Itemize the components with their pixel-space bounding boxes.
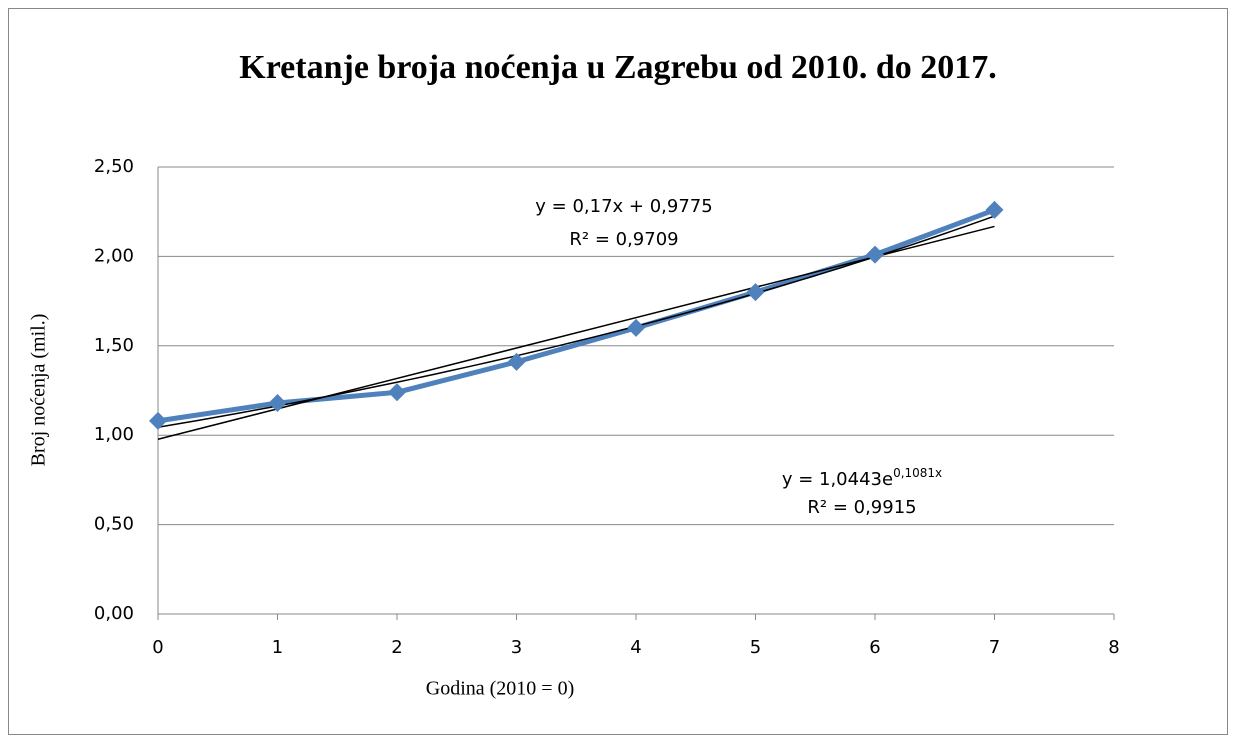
data-point <box>985 200 1004 219</box>
trendline-equation: y = 1,0443e0,1081x <box>782 466 942 491</box>
trendline <box>157 215 995 429</box>
y-axis-label: Broj noćenja (mil.) <box>28 314 50 467</box>
x-tick-label: 3 <box>511 637 522 658</box>
data-point <box>866 245 884 264</box>
x-tick-label: 1 <box>272 637 283 658</box>
data-point <box>746 283 765 302</box>
x-tick-label: 4 <box>630 637 641 658</box>
data-point <box>149 411 167 430</box>
y-tick-label: 1,50 <box>94 335 134 356</box>
y-tick-label: 2,50 <box>94 156 134 177</box>
x-tick-label: 8 <box>1108 637 1119 658</box>
x-tick-label: 5 <box>750 637 761 658</box>
y-tick-label: 0,50 <box>94 514 134 535</box>
chart-frame <box>8 8 1228 735</box>
x-tick-label: 0 <box>152 637 163 658</box>
data-point <box>388 383 406 402</box>
x-tick-label: 6 <box>869 637 880 658</box>
trendline-r2: R² = 0,9915 <box>807 497 916 518</box>
y-tick-label: 2,00 <box>94 245 134 266</box>
x-axis-label: Godina (2010 = 0) <box>426 678 574 700</box>
y-tick-label: 0,00 <box>94 603 134 624</box>
trendline <box>157 225 995 440</box>
chart-title: Kretanje broja noćenja u Zagrebu od 2010… <box>239 49 996 86</box>
y-tick-label: 1,00 <box>94 424 134 445</box>
equation-base: y = 1,0443e <box>782 469 893 490</box>
x-tick-label: 2 <box>391 637 402 658</box>
data-point <box>507 352 526 371</box>
equation-exponent: 0,1081x <box>893 466 942 480</box>
trendline-equation: y = 0,17x + 0,9775 <box>535 196 712 217</box>
series-line <box>157 207 996 424</box>
data-point <box>268 394 287 413</box>
trendline-r2: R² = 0,9709 <box>569 229 678 250</box>
data-point <box>627 318 645 337</box>
x-tick-label: 7 <box>989 637 1000 658</box>
